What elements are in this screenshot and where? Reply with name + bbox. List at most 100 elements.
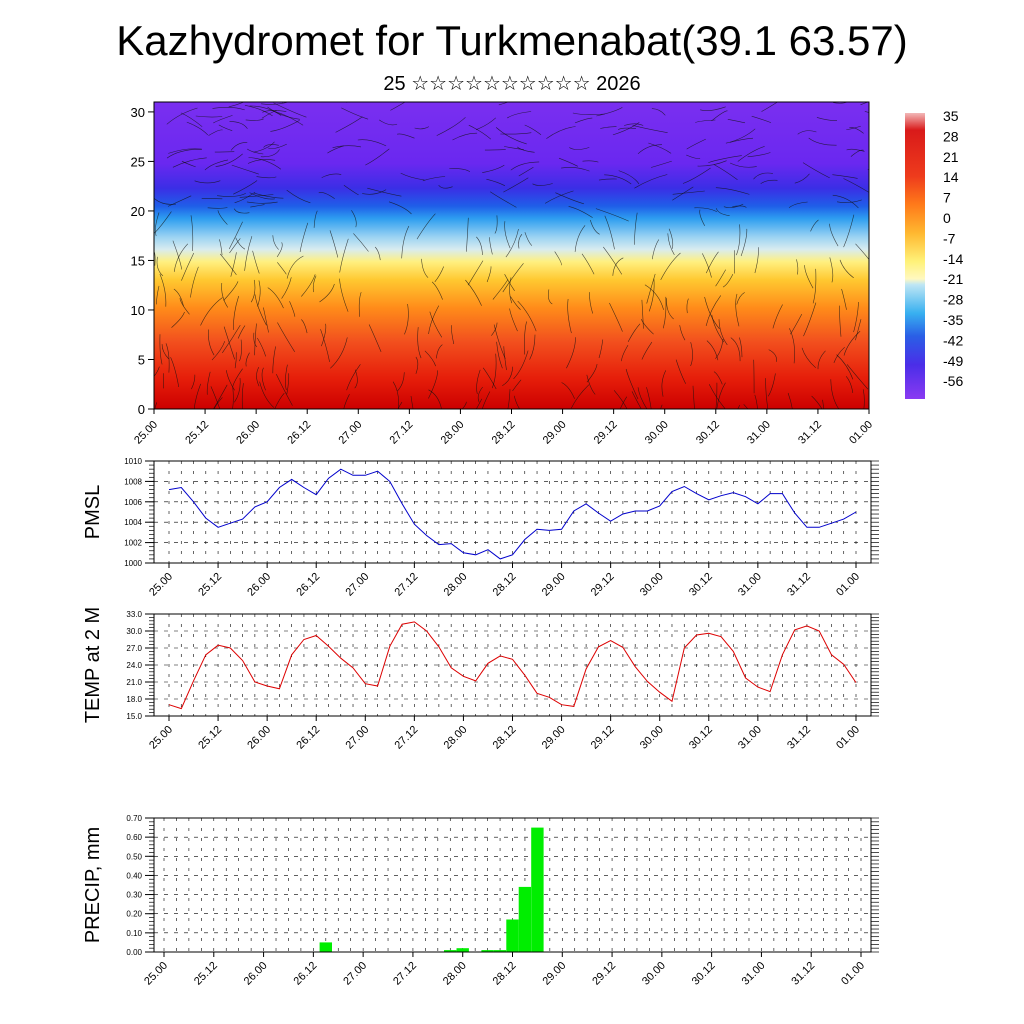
streamline bbox=[686, 138, 706, 150]
streamline bbox=[301, 274, 316, 297]
pmsl-panel: 1000 1002 1004 1006 1008 1010 25.00 25.12 26.00 2… bbox=[82, 457, 879, 599]
streamline bbox=[208, 129, 223, 136]
streamline bbox=[830, 379, 840, 409]
streamline bbox=[801, 347, 816, 369]
y-tick-label: 1006 bbox=[124, 498, 142, 507]
streamline bbox=[586, 364, 598, 383]
streamline bbox=[686, 154, 701, 160]
streamline bbox=[226, 370, 235, 391]
streamline bbox=[161, 344, 170, 360]
cross-section-y-axis: 0 5 10 15 20 25 30 bbox=[131, 105, 154, 417]
colorbar-label: 14 bbox=[943, 169, 959, 185]
cross-section-y-tick-label: 20 bbox=[131, 204, 145, 219]
streamline bbox=[648, 278, 655, 312]
streamline bbox=[254, 323, 257, 356]
streamline bbox=[154, 198, 177, 205]
y-tick-label: 33.0 bbox=[126, 610, 142, 619]
streamline bbox=[228, 221, 243, 250]
streamline bbox=[729, 137, 754, 143]
streamline bbox=[341, 107, 369, 120]
precip-bar bbox=[481, 950, 494, 952]
streamline bbox=[816, 117, 838, 121]
streamline bbox=[215, 153, 243, 167]
streamline bbox=[354, 369, 358, 389]
y-tick-label: 21.0 bbox=[126, 678, 142, 687]
chart-title: Kazhydromet for Turkmenabat(39.1 63.57) bbox=[116, 17, 908, 64]
precip-bar bbox=[456, 948, 469, 952]
colorbar-label: -49 bbox=[943, 353, 963, 369]
cross-section-x-axis: 25.00 25.12 26.00 26.12 27.00 27.12 28.00 28.12… bbox=[132, 409, 875, 447]
streamline bbox=[154, 366, 160, 377]
precip-bar bbox=[518, 886, 532, 952]
streamline bbox=[839, 305, 842, 337]
streamline bbox=[558, 157, 578, 167]
streamline bbox=[484, 149, 506, 151]
streamline bbox=[190, 266, 199, 298]
streamline bbox=[424, 350, 436, 367]
streamline bbox=[704, 296, 720, 330]
streamline bbox=[505, 228, 519, 258]
streamline bbox=[397, 133, 415, 139]
streamline bbox=[555, 192, 584, 205]
streamline bbox=[802, 162, 830, 179]
streamline bbox=[500, 132, 532, 135]
cross-section-x-tick-label: 27.12 bbox=[388, 419, 416, 447]
streamline bbox=[668, 228, 674, 249]
streamline bbox=[609, 302, 623, 332]
x-tick-label: 29.00 bbox=[540, 571, 568, 599]
streamline bbox=[428, 305, 440, 335]
y-tick-label: 0.60 bbox=[126, 833, 142, 842]
streamline bbox=[272, 346, 276, 374]
streamline bbox=[263, 144, 279, 148]
streamline bbox=[524, 232, 533, 246]
precip-bar bbox=[444, 950, 457, 952]
x-tick-label: 27.12 bbox=[393, 571, 421, 599]
streamline bbox=[436, 344, 443, 359]
cross-section-x-tick-label: 29.12 bbox=[592, 419, 620, 447]
streamline bbox=[796, 259, 799, 275]
colorbar-label: 0 bbox=[943, 210, 951, 226]
streamline bbox=[568, 206, 593, 218]
x-tick-label: 26.12 bbox=[294, 571, 322, 599]
x-tick-label: 01.00 bbox=[834, 571, 862, 599]
streamline bbox=[166, 148, 202, 159]
streamline bbox=[686, 298, 689, 314]
streamline bbox=[313, 210, 318, 228]
streamline bbox=[832, 174, 858, 179]
wind-streamlines bbox=[154, 102, 869, 409]
x-tick-label: 25.12 bbox=[196, 724, 224, 752]
streamline bbox=[374, 246, 381, 261]
streamline bbox=[507, 389, 511, 409]
streamline bbox=[789, 328, 795, 364]
streamline bbox=[646, 273, 656, 304]
y-tick-label: 27.0 bbox=[126, 644, 142, 653]
streamline bbox=[855, 243, 869, 261]
streamline bbox=[172, 157, 207, 168]
streamline bbox=[529, 334, 536, 360]
streamline bbox=[357, 139, 387, 147]
streamline bbox=[256, 176, 277, 179]
streamline bbox=[672, 186, 694, 201]
x-tick-label: 29.12 bbox=[589, 724, 617, 752]
streamline bbox=[524, 321, 527, 355]
streamline bbox=[261, 110, 277, 119]
streamline bbox=[600, 126, 617, 129]
streamline bbox=[168, 148, 202, 154]
precip-panel: 0.00 0.10 0.20 0.30 0.40 0.50 0.60 0.70 25.00 25.… bbox=[82, 814, 879, 988]
streamline bbox=[836, 354, 854, 380]
streamline bbox=[739, 337, 743, 358]
streamline bbox=[572, 112, 605, 116]
x-tick-label: 28.12 bbox=[491, 571, 519, 599]
y-tick-label: 15.0 bbox=[126, 712, 142, 721]
streamline bbox=[234, 377, 241, 403]
streamline bbox=[206, 371, 211, 395]
x-tick-label: 25.12 bbox=[192, 960, 220, 988]
streamline bbox=[627, 323, 641, 343]
streamline bbox=[475, 117, 497, 130]
streamline bbox=[493, 324, 506, 359]
streamline bbox=[732, 205, 747, 208]
streamline bbox=[812, 268, 817, 304]
colorbar-label: -7 bbox=[943, 230, 956, 246]
streamline bbox=[682, 167, 711, 184]
streamline bbox=[846, 364, 869, 390]
